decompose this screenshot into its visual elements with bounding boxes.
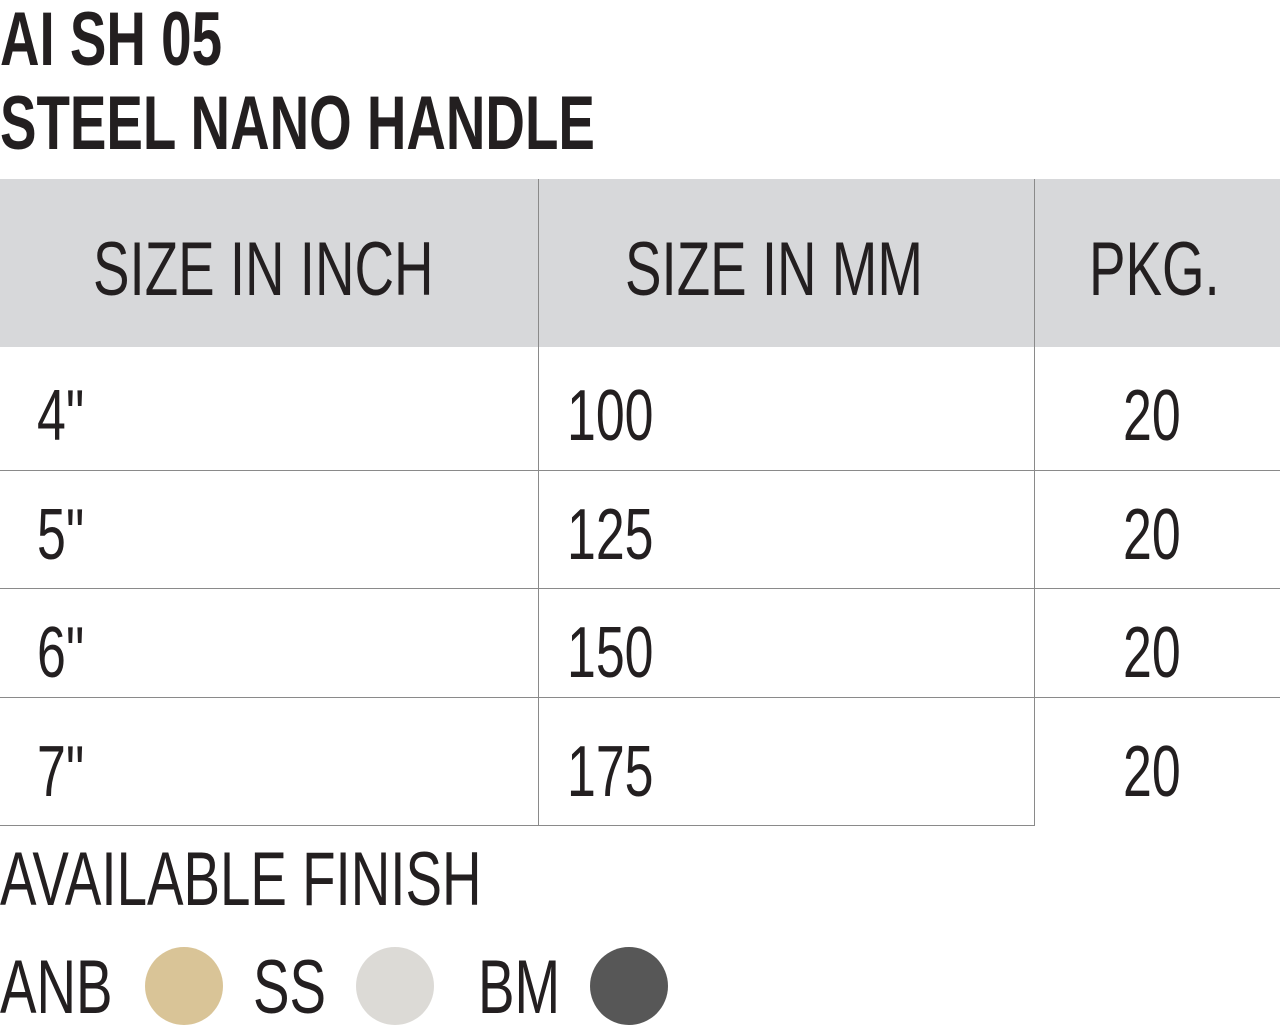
finish-label-bm: BM (478, 945, 561, 1030)
cell-inch: 7" (37, 732, 85, 812)
cell-mm: 175 (567, 732, 654, 812)
column-divider (538, 179, 539, 826)
finish-label-anb: ANB (0, 945, 113, 1030)
finish-swatch-bm (590, 947, 668, 1025)
finish-heading: AVAILABLE FINISH (0, 837, 482, 922)
cell-mm: 100 (567, 376, 654, 456)
table-header (0, 179, 1280, 347)
cell-mm: 150 (567, 613, 654, 693)
cell-inch: 4" (37, 376, 85, 456)
row-divider (0, 470, 1280, 471)
row-divider (0, 825, 1034, 826)
header-size-mm: SIZE IN MM (625, 227, 923, 312)
finish-swatch-ss (356, 947, 434, 1025)
cell-mm: 125 (567, 495, 654, 575)
product-code: AI SH 05 (0, 0, 223, 82)
finish-swatch-anb (145, 947, 223, 1025)
cell-inch: 5" (37, 495, 85, 575)
cell-inch: 6" (37, 613, 85, 693)
cell-pkg: 20 (1123, 376, 1181, 456)
header-size-inch: SIZE IN INCH (93, 227, 434, 312)
finish-label-ss: SS (253, 945, 327, 1030)
cell-pkg: 20 (1123, 613, 1181, 693)
cell-pkg: 20 (1123, 495, 1181, 575)
product-name: STEEL NANO HANDLE (0, 81, 595, 166)
column-divider (1034, 179, 1035, 826)
cell-pkg: 20 (1123, 732, 1181, 812)
row-divider (0, 697, 1280, 698)
row-divider (0, 588, 1280, 589)
header-pkg: PKG. (1089, 227, 1220, 312)
